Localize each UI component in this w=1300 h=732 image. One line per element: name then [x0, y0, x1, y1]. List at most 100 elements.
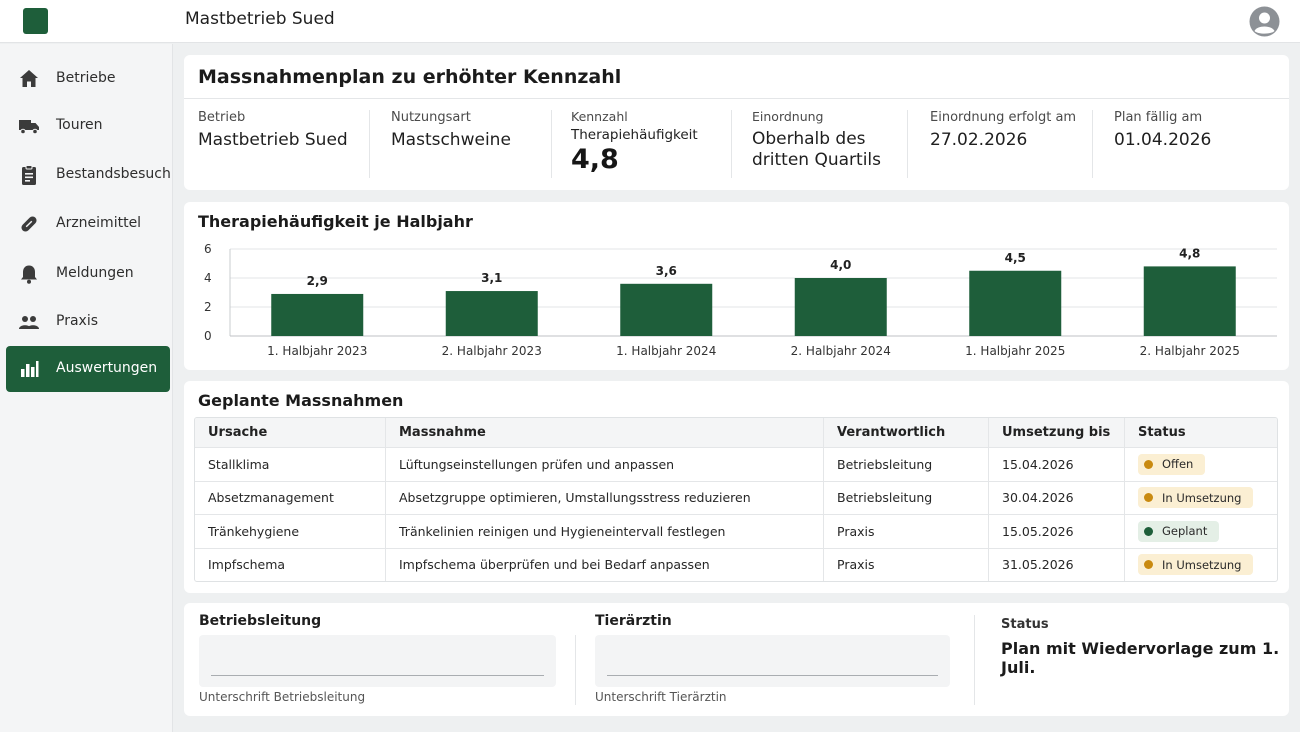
cell-massnahme: Tränkelinien reinigen und Hygieneinterva…: [385, 515, 823, 548]
bar: [271, 293, 364, 336]
bar-value-label: 4,5: [1005, 251, 1026, 265]
einordnung-date-label: Einordnung erfolgt am: [930, 110, 1077, 125]
sidebar-item-label: Meldungen: [56, 265, 134, 281]
status-badge-label: Geplant: [1162, 524, 1208, 539]
bar-value-label: 3,1: [481, 271, 502, 285]
plan-header-card: Massnahmenplan zu erhöhter Kennzahl Betr…: [184, 55, 1289, 190]
app-title: Mastbetrieb Sued: [185, 9, 335, 29]
einordnung-value-line2: dritten Quartils: [752, 150, 882, 170]
table-row[interactable]: Impfschema Impfschema überprüfen und bei …: [195, 547, 1277, 581]
x-tick-label: 2. Halbjahr 2023: [442, 344, 542, 358]
x-tick-label: 1. Halbjahr 2025: [965, 344, 1065, 358]
info-kennzahl: Kennzahl Therapiehäufigkeit 4,8: [571, 109, 698, 175]
table-row[interactable]: Stallklima Lüftungseinstellungen prüfen u…: [195, 447, 1277, 481]
sidebar-item-touren[interactable]: Touren: [6, 103, 170, 149]
measures-card: Geplante Massnahmen Ursache Massnahme Ve…: [184, 381, 1289, 593]
status-badge: Geplant: [1138, 520, 1220, 542]
clipboard-icon: [22, 165, 36, 185]
cell-umsetzung-bis: 15.04.2026: [988, 448, 1124, 481]
column-header-massnahme[interactable]: Massnahme: [385, 418, 823, 447]
status-badge: In Umsetzung: [1138, 487, 1254, 509]
bell-icon: [21, 265, 37, 284]
signature-card: Betriebsleitung Unterschrift Betriebslei…: [184, 603, 1289, 716]
app-logo[interactable]: [23, 8, 48, 34]
chart-card: Therapiehäufigkeit je Halbjahr 0 2 4 6 2,9 1.…: [184, 202, 1289, 370]
info-einordnung: Einordnung Oberhalb des dritten Quartils: [752, 109, 881, 171]
signature-field-betriebsleitung[interactable]: [199, 635, 556, 687]
sidebar-item-label: Arzneimittel: [56, 215, 142, 231]
divider: [184, 98, 1289, 99]
divider: [1092, 110, 1093, 178]
bar-chart-icon: [21, 361, 39, 377]
status-badge-label: Offen: [1162, 457, 1194, 472]
status-badge: Offen: [1138, 453, 1206, 475]
x-tick-label: 1. Halbjahr 2023: [267, 344, 367, 358]
people-icon: [19, 316, 39, 329]
table-row[interactable]: Tränkehygiene Tränkelinien reinigen und H…: [195, 514, 1277, 548]
status-dot-icon: [1144, 493, 1153, 503]
cell-ursache: Stallklima: [208, 456, 270, 472]
bar: [445, 291, 538, 336]
divider: [551, 110, 552, 178]
betrieb-value: Mastbetrieb Sued: [198, 130, 348, 150]
einordnung-value-line1: Oberhalb des: [752, 129, 866, 149]
status-dot-icon: [1144, 459, 1153, 469]
sidebar-item-arzneimittel[interactable]: Arzneimittel: [6, 201, 170, 247]
home-icon: [20, 70, 38, 87]
cell-verantwortlich: Praxis: [823, 515, 988, 548]
bar: [620, 283, 713, 336]
bar-value-label: 4,0: [830, 258, 851, 272]
top-bar: Mastbetrieb Sued: [0, 0, 1300, 43]
sidebar-item-praxis[interactable]: Praxis: [6, 299, 170, 345]
signature-right-label: Tierärztin: [595, 613, 672, 629]
plan-due-label: Plan fällig am: [1114, 110, 1203, 125]
x-tick-label: 1. Halbjahr 2024: [616, 344, 716, 358]
y-tick-label: 6: [204, 242, 212, 256]
divider: [731, 110, 732, 178]
cell-umsetzung-bis: 30.04.2026: [988, 481, 1124, 514]
status-badge: In Umsetzung: [1138, 554, 1254, 576]
info-plan-faellig: Plan fällig am 01.04.2026: [1114, 110, 1211, 151]
user-avatar-icon[interactable]: [1249, 6, 1280, 37]
cell-umsetzung-bis: 31.05.2026: [988, 548, 1124, 581]
sidebar-item-label: Bestandsbesuch: [56, 166, 171, 182]
sidebar: Betriebe Touren Bestandsbesuch Arzneimit…: [0, 44, 173, 732]
status-badge-label: In Umsetzung: [1162, 557, 1242, 572]
y-tick-label: 0: [204, 329, 212, 343]
pill-icon: [21, 216, 37, 232]
kennzahl-value: 4,8: [571, 144, 619, 175]
sidebar-item-betriebe[interactable]: Betriebe: [6, 56, 170, 102]
column-header-umsetzung-bis[interactable]: Umsetzung bis: [988, 418, 1124, 447]
sidebar-item-label: Betriebe: [56, 70, 116, 86]
bar: [1143, 266, 1236, 336]
sidebar-item-auswertungen[interactable]: Auswertungen: [6, 346, 170, 392]
table-row[interactable]: Absetzmanagement Absetzgruppe optimieren,…: [195, 480, 1277, 514]
divider: [974, 615, 975, 705]
cell-ursache: Tränkehygiene: [208, 523, 300, 539]
cell-ursache: Impfschema: [208, 557, 286, 573]
divider: [575, 635, 576, 705]
measures-title: Geplante Massnahmen: [198, 391, 404, 410]
signature-line: [607, 675, 938, 676]
cell-massnahme: Impfschema überprüfen und bei Bedarf anp…: [385, 548, 823, 581]
chart-title: Therapiehäufigkeit je Halbjahr: [198, 212, 473, 231]
cell-status: In Umsetzung: [1124, 481, 1277, 514]
x-tick-label: 2. Halbjahr 2025: [1140, 344, 1240, 358]
column-header-status[interactable]: Status: [1124, 418, 1277, 447]
signature-field-tieraerztin[interactable]: [595, 635, 950, 687]
column-header-verantwortlich[interactable]: Verantwortlich: [823, 418, 988, 447]
divider: [369, 110, 370, 178]
status-label: Status: [1001, 617, 1049, 632]
cell-verantwortlich: Betriebsleitung: [823, 481, 988, 514]
signature-left-label: Betriebsleitung: [199, 613, 322, 629]
cell-umsetzung-bis: 15.05.2026: [988, 515, 1124, 548]
bar-chart: 0 2 4 6 2,9 1. Halbjahr 2023 3,1 2. Halbjahr 20…: [204, 242, 1277, 358]
sidebar-item-bestandsbesuch[interactable]: Bestandsbesuch: [6, 152, 171, 198]
column-header-ursache[interactable]: Ursache: [208, 425, 268, 440]
signature-line: [211, 675, 544, 676]
sidebar-item-meldungen[interactable]: Meldungen: [6, 251, 170, 297]
status-dot-icon: [1144, 560, 1153, 570]
sidebar-item-label: Auswertungen: [56, 360, 158, 376]
info-einordnung-datum: Einordnung erfolgt am 27.02.2026: [930, 110, 1076, 151]
divider: [907, 110, 908, 178]
